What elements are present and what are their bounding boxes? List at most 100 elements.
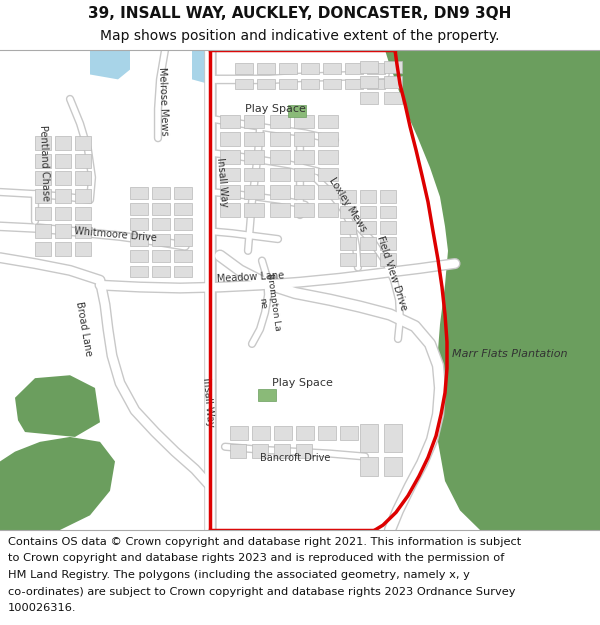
Bar — [152, 203, 170, 214]
Text: Bancroft Drive: Bancroft Drive — [260, 454, 330, 464]
Bar — [318, 185, 338, 199]
Bar — [384, 92, 402, 104]
Bar — [270, 132, 290, 146]
Text: 100026316.: 100026316. — [8, 603, 76, 613]
Bar — [174, 266, 192, 278]
Bar — [244, 114, 264, 128]
Bar — [152, 266, 170, 278]
Bar — [35, 207, 51, 221]
Bar — [294, 203, 314, 216]
Bar — [384, 61, 402, 72]
Text: Map shows position and indicative extent of the property.: Map shows position and indicative extent… — [100, 29, 500, 43]
Bar — [301, 79, 319, 89]
Bar — [252, 444, 268, 458]
Bar — [318, 114, 338, 128]
Bar — [294, 132, 314, 146]
Bar — [279, 62, 297, 74]
Bar — [258, 389, 276, 401]
Bar — [367, 62, 385, 74]
Bar — [288, 105, 306, 117]
Bar — [55, 242, 71, 256]
Text: HM Land Registry. The polygons (including the associated geometry, namely x, y: HM Land Registry. The polygons (includin… — [8, 570, 470, 580]
Bar — [380, 237, 396, 250]
Polygon shape — [385, 50, 600, 530]
Bar — [55, 189, 71, 203]
Bar — [244, 150, 264, 164]
Bar — [318, 168, 338, 181]
Bar — [75, 189, 91, 203]
Bar — [75, 207, 91, 221]
Bar — [270, 168, 290, 181]
Bar — [380, 221, 396, 234]
Text: co-ordinates) are subject to Crown copyright and database rights 2023 Ordnance S: co-ordinates) are subject to Crown copyr… — [8, 586, 515, 596]
Bar — [380, 206, 396, 219]
Bar — [174, 203, 192, 214]
Bar — [220, 114, 240, 128]
Bar — [340, 426, 358, 440]
Bar — [279, 79, 297, 89]
Bar — [296, 444, 312, 458]
Polygon shape — [192, 50, 215, 84]
Bar — [294, 185, 314, 199]
Bar — [130, 187, 148, 199]
Bar — [270, 114, 290, 128]
Bar — [152, 219, 170, 230]
Bar — [270, 185, 290, 199]
Bar — [55, 207, 71, 221]
Bar — [345, 79, 363, 89]
Text: Broad Lane: Broad Lane — [74, 301, 94, 358]
Bar — [244, 132, 264, 146]
Bar — [55, 136, 71, 150]
Bar — [230, 444, 246, 458]
Bar — [55, 171, 71, 185]
Bar — [360, 424, 378, 452]
Text: to Crown copyright and database rights 2023 and is reproduced with the permissio: to Crown copyright and database rights 2… — [8, 553, 504, 563]
Bar — [75, 171, 91, 185]
Bar — [294, 150, 314, 164]
Bar — [35, 242, 51, 256]
Bar — [130, 219, 148, 230]
Bar — [318, 132, 338, 146]
Bar — [301, 62, 319, 74]
Text: Marr Flats Plantation: Marr Flats Plantation — [452, 349, 568, 359]
Bar — [244, 168, 264, 181]
Text: Melrose Mews: Melrose Mews — [157, 66, 169, 136]
Polygon shape — [0, 437, 115, 530]
Bar — [130, 266, 148, 278]
Bar — [323, 79, 341, 89]
Bar — [35, 224, 51, 238]
Bar — [130, 203, 148, 214]
Bar — [360, 190, 376, 203]
Bar — [294, 168, 314, 181]
Bar — [130, 250, 148, 262]
Bar — [340, 237, 356, 250]
Bar — [220, 132, 240, 146]
Text: Insall Way: Insall Way — [215, 157, 229, 208]
Bar — [220, 203, 240, 216]
Bar — [235, 62, 253, 74]
Bar — [318, 426, 336, 440]
Bar — [380, 253, 396, 266]
Bar — [244, 203, 264, 216]
Bar — [257, 62, 275, 74]
Bar — [360, 76, 378, 88]
Bar — [130, 234, 148, 246]
Bar — [360, 237, 376, 250]
Bar — [235, 79, 253, 89]
Bar — [252, 426, 270, 440]
Bar — [230, 426, 248, 440]
Bar — [270, 150, 290, 164]
Bar — [360, 253, 376, 266]
Bar — [244, 185, 264, 199]
Bar — [174, 250, 192, 262]
Bar — [384, 76, 402, 88]
Bar — [340, 206, 356, 219]
Bar — [384, 456, 402, 476]
Bar — [367, 79, 385, 89]
Bar — [360, 221, 376, 234]
Bar — [75, 242, 91, 256]
Bar — [360, 206, 376, 219]
Bar — [384, 424, 402, 452]
Bar — [274, 426, 292, 440]
Bar — [152, 234, 170, 246]
